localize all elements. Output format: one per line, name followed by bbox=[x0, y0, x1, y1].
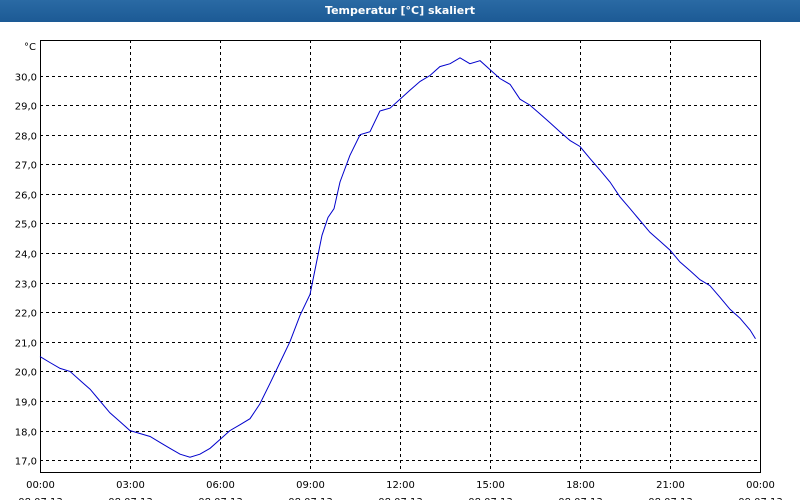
chart-area: 17,0 18,0 19,0 20,0 21,0 22,0 23,0 24,0 25,0 26,0… bbox=[0, 22, 800, 504]
y-tick-label: 22,0 bbox=[15, 309, 37, 320]
y-tick-label: 29,0 bbox=[15, 102, 37, 113]
x-tick-time: 00:00 bbox=[26, 480, 55, 491]
y-tick-label: 21,0 bbox=[15, 339, 37, 350]
y-tick-label: 26,0 bbox=[15, 191, 37, 202]
x-tick-time: 03:00 bbox=[116, 480, 145, 491]
x-tick-time: 21:00 bbox=[656, 480, 685, 491]
y-tick-label: 17,0 bbox=[15, 457, 37, 468]
y-tick-label: 18,0 bbox=[15, 428, 37, 439]
y-tick-label: 25,0 bbox=[15, 220, 37, 231]
y-axis-unit: °C bbox=[24, 42, 36, 53]
x-tick-time: 09:00 bbox=[296, 480, 325, 491]
x-tick-time: 12:00 bbox=[386, 480, 415, 491]
x-tick-time: 15:00 bbox=[476, 480, 505, 491]
y-tick-label: 30,0 bbox=[15, 73, 37, 84]
y-tick-label: 24,0 bbox=[15, 250, 37, 261]
x-tick-time: 00:00 bbox=[746, 480, 775, 491]
window-title: Temperatur [°C] skaliert bbox=[0, 0, 800, 22]
y-tick-label: 28,0 bbox=[15, 132, 37, 143]
x-tick-time: 06:00 bbox=[206, 480, 235, 491]
temperature-line bbox=[39, 57, 756, 458]
y-tick-label: 23,0 bbox=[15, 280, 37, 291]
y-tick-label: 19,0 bbox=[15, 398, 37, 409]
y-tick-label: 27,0 bbox=[15, 161, 37, 172]
plot-frame bbox=[40, 40, 761, 473]
y-tick-label: 20,0 bbox=[15, 368, 37, 379]
temperature-chart: 17,0 18,0 19,0 20,0 21,0 22,0 23,0 24,0 25,0 26,0… bbox=[15, 40, 783, 504]
x-tick-time: 18:00 bbox=[566, 480, 595, 491]
